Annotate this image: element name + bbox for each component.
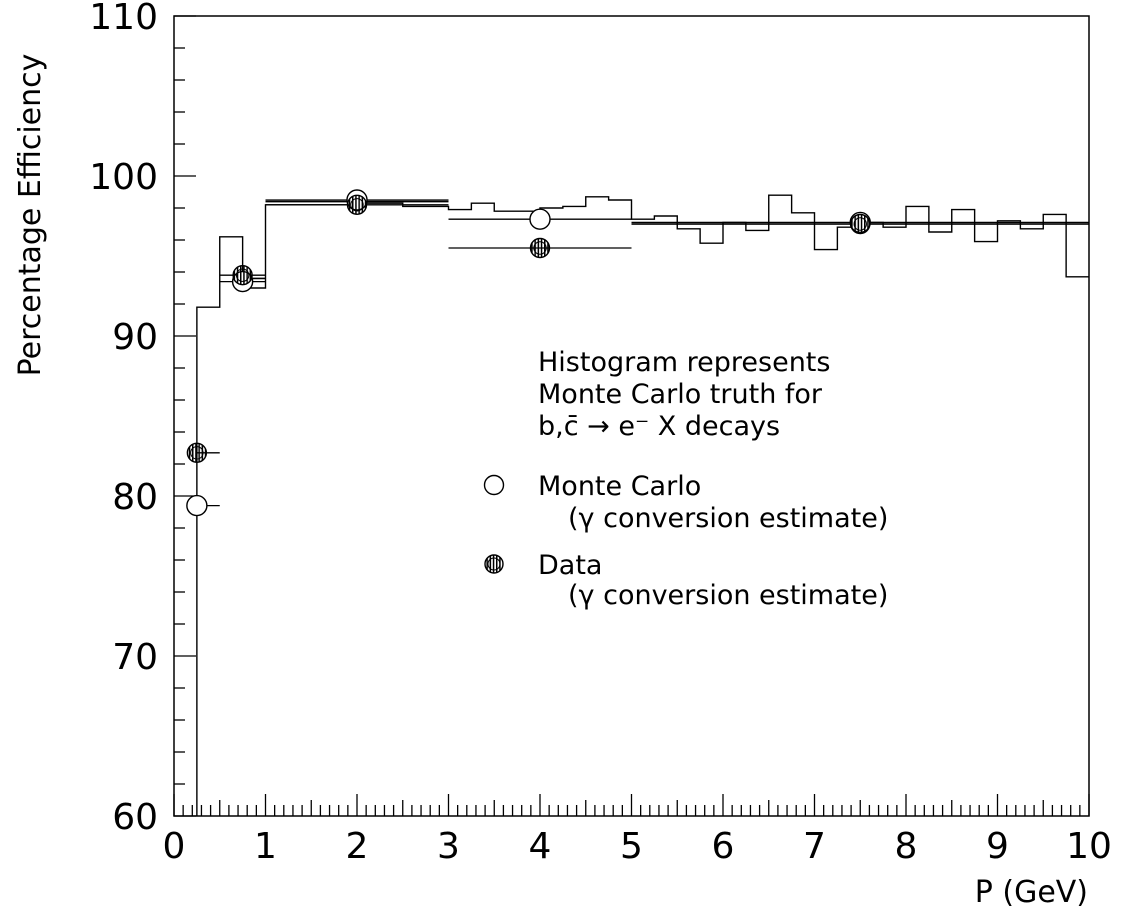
- x-tick-label: 3: [437, 826, 460, 867]
- data-point-inner-ring: [533, 241, 547, 255]
- x-tick-label: 5: [620, 826, 643, 867]
- mc-open-circle-point: [529, 208, 551, 230]
- x-tick-label: 7: [803, 826, 826, 867]
- annotation: Histogram represents Monte Carlo truth f…: [538, 347, 830, 442]
- legend-hatched-circle-icon: [484, 554, 504, 574]
- legend: Monte Carlo (γ conversion estimate) Data…: [483, 471, 888, 611]
- x-axis-title: P (GeV): [975, 875, 1088, 910]
- annotation-line-1: Histogram represents: [538, 347, 830, 378]
- data-hatched-circle-point: [850, 213, 871, 235]
- legend-open-circle-icon: [483, 474, 505, 496]
- data-hatched-circle-point: [186, 442, 208, 463]
- y-tick-label: 70: [112, 637, 158, 678]
- data-point-inner-ring: [350, 198, 364, 212]
- data-point-inner-ring: [853, 217, 867, 231]
- x-tick-label: 0: [163, 826, 186, 867]
- x-tick-label: 10: [1066, 826, 1112, 867]
- legend-label-monte-carlo: Monte Carlo: [538, 471, 701, 502]
- legend-sublabel-monte-carlo: (γ conversion estimate): [568, 503, 888, 534]
- x-tick-label: 2: [346, 826, 369, 867]
- data-point-inner-ring: [190, 446, 204, 460]
- data-points: [186, 189, 871, 517]
- annotation-line-2: Monte Carlo truth for: [538, 379, 823, 410]
- mc-open-circle-point: [186, 494, 208, 517]
- y-tick-label: 80: [112, 477, 158, 518]
- y-tick-label: 110: [89, 0, 158, 38]
- y-tick-label: 90: [112, 317, 158, 358]
- y-tick-labels: 60 70 80 90 100 110: [89, 0, 158, 838]
- annotation-line-3: b,c̄ → e⁻ X decays: [538, 411, 780, 442]
- x-tick-label: 1: [254, 826, 277, 867]
- x-tick-label: 4: [529, 826, 552, 867]
- x-tick-labels: 0 1 2 3 4 5 6 7 8 9 10: [163, 826, 1112, 867]
- legend-sublabel-data: (γ conversion estimate): [568, 580, 888, 611]
- x-tick-label: 9: [986, 826, 1009, 867]
- legend-label-data: Data: [538, 550, 602, 581]
- x-tick-label: 6: [712, 826, 735, 867]
- reference-lines: [242, 200, 1089, 280]
- data-hatched-circle-point: [529, 237, 551, 259]
- axis-ticks: [173, 15, 1090, 817]
- data-hatched-circle-point: [232, 265, 253, 286]
- x-tick-label: 8: [895, 826, 918, 867]
- y-tick-label: 100: [89, 157, 158, 198]
- y-tick-label: 60: [112, 797, 158, 838]
- y-axis-title: Percentage Efficiency: [13, 54, 48, 377]
- data-hatched-circle-point: [346, 194, 368, 216]
- data-point-inner-ring: [235, 268, 250, 282]
